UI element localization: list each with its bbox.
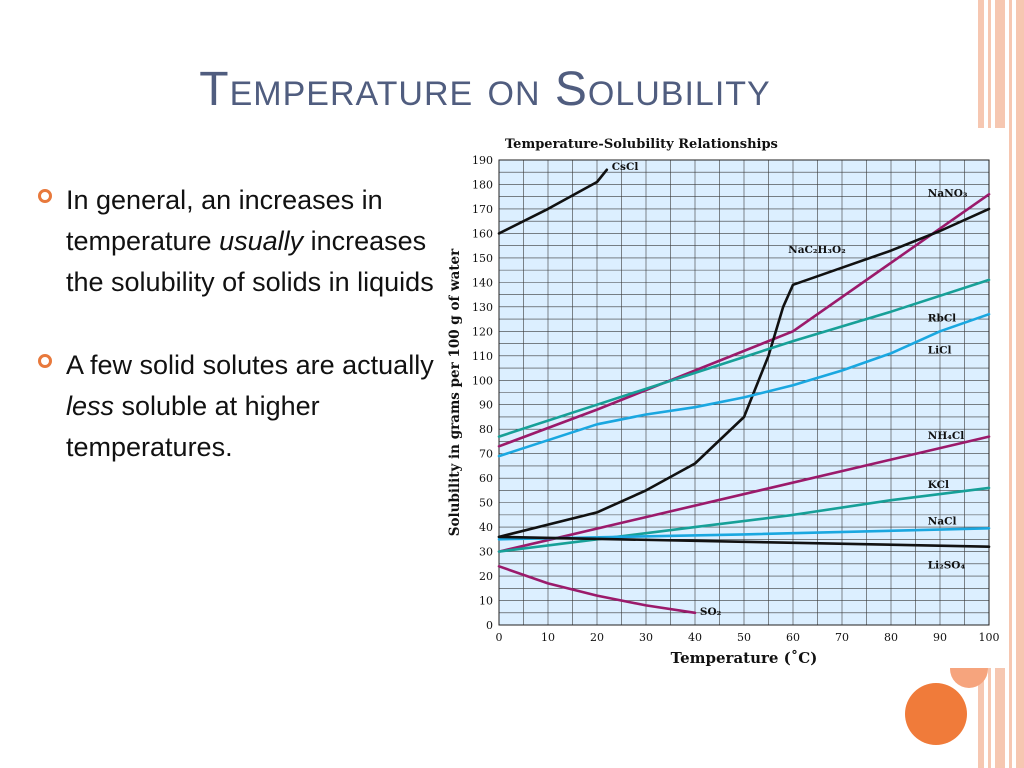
y-tick-label: 170	[472, 203, 493, 216]
bullet-text-part: In general, an increases in temperature	[66, 185, 383, 256]
bullet-text-emphasis: usually	[219, 226, 304, 256]
y-tick-label: 140	[472, 276, 493, 289]
x-tick-label: 20	[590, 631, 604, 644]
series-line	[497, 564, 697, 615]
chart-panel: Temperature-Solubility Relationships 0 10…	[436, 128, 1006, 668]
series-label: Li₂SO₄	[928, 560, 966, 572]
x-tick-label: 30	[639, 631, 653, 644]
y-tick-label: 40	[479, 521, 493, 534]
y-tick-label: 80	[479, 423, 493, 436]
series-label: LiCl	[928, 344, 952, 356]
series-label: KCl	[928, 479, 949, 491]
y-tick-label: 10	[479, 595, 493, 608]
y-tick-label: 50	[479, 497, 493, 510]
series-line	[497, 278, 991, 438]
series-line	[497, 193, 991, 448]
decorative-circle-large	[905, 683, 967, 745]
bullet-circle-icon	[38, 354, 52, 368]
bullet-text-part: increases the solubility of solids in li…	[66, 226, 434, 297]
series-line	[497, 486, 991, 553]
y-tick-label: 160	[472, 227, 493, 240]
x-tick-label: 100	[979, 631, 1000, 644]
bullet-text-part: soluble at higher temperatures.	[66, 391, 320, 462]
series-line	[497, 168, 609, 235]
x-tick-label: 40	[688, 631, 702, 644]
x-axis-label: Temperature (˚C)	[671, 649, 818, 667]
x-tick-label: 90	[933, 631, 947, 644]
y-tick-label: 90	[479, 399, 493, 412]
x-tick-label: 10	[541, 631, 555, 644]
chart-title: Temperature-Solubility Relationships	[505, 137, 778, 152]
y-axis-label: Solubility in grams per 100 g of water	[447, 248, 463, 536]
solubility-chart: Temperature-Solubility Relationships 0 10…	[447, 137, 1000, 667]
axes: 0 10 20 30 40 50 60 70 80 90 100 0 10 20 30 40 50 60 70 80 9…	[472, 154, 1000, 644]
y-tick-label: 180	[472, 178, 493, 191]
grid-lines	[498, 159, 990, 626]
y-tick-label: 190	[472, 154, 493, 167]
series-line	[497, 207, 991, 539]
series-label: NH₄Cl	[928, 430, 964, 442]
y-tick-label: 110	[472, 350, 493, 363]
bullet-list: In general, an increases in temperature …	[38, 180, 438, 510]
y-tick-label: 150	[472, 252, 493, 265]
series-label: RbCl	[928, 313, 956, 325]
x-tick-label: 80	[884, 631, 898, 644]
y-tick-label: 30	[479, 546, 493, 559]
y-tick-label: 70	[479, 448, 493, 461]
series-line	[497, 435, 991, 553]
x-tick-label: 60	[786, 631, 800, 644]
series-labels: CsCl NaNO₃ NaC₂H₃O₂ RbCl LiCl NH₄Cl KCl NaCl Li₂…	[612, 161, 968, 618]
y-tick-label: 0	[486, 619, 493, 632]
y-tick-label: 120	[472, 325, 493, 338]
slide-title: Temperature on Solubility	[199, 63, 771, 116]
series-line	[497, 312, 991, 458]
bullet-text-part: A few solid solutes are actually	[66, 350, 434, 380]
plot-border	[498, 159, 990, 626]
series-line	[497, 535, 991, 549]
stripe	[1016, 0, 1024, 768]
bullet-text: A few solid solutes are actually less so…	[66, 345, 438, 468]
bullet-item: In general, an increases in temperature …	[38, 180, 438, 303]
series-lines	[497, 168, 991, 615]
x-tick-label: 70	[835, 631, 849, 644]
series-label: NaC₂H₃O₂	[788, 244, 846, 256]
series-label: NaNO₃	[928, 188, 968, 200]
bullet-item: A few solid solutes are actually less so…	[38, 345, 438, 468]
bullet-circle-icon	[38, 189, 52, 203]
y-tick-label: 100	[472, 374, 493, 387]
series-label: SO₂	[700, 606, 722, 618]
bullet-text-emphasis: less	[66, 391, 115, 421]
series-label: NaCl	[928, 516, 957, 528]
x-tick-label: 50	[737, 631, 751, 644]
y-tick-label: 130	[472, 301, 493, 314]
y-tick-label: 20	[479, 570, 493, 583]
series-label: CsCl	[612, 161, 639, 173]
stripe	[1009, 0, 1012, 768]
bullet-text: In general, an increases in temperature …	[66, 180, 438, 303]
y-tick-label: 60	[479, 472, 493, 485]
x-tick-label: 0	[496, 631, 503, 644]
